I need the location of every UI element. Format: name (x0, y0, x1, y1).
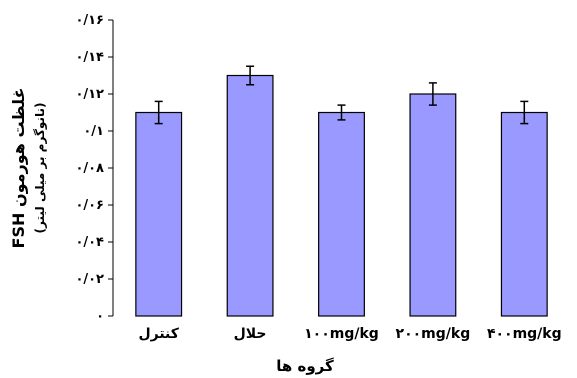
bar (500, 111, 548, 317)
y-tick-label: ۰/۱۴ (75, 50, 104, 65)
y-tick-label: ۰/۱ (83, 124, 104, 139)
x-category-label: ۲۰۰mg/kg (396, 326, 471, 342)
y-ticks-layer: ۰ ۰/۰۲ ۰/۰۴ ۰/۰۶ ۰/۰۸ ۰/۱ ۰/۱۲ ۰/۱۴ ۰/۱۶ (75, 13, 113, 324)
y-tick-label: ۰/۰۶ (75, 198, 104, 213)
x-labels-layer: کنترل حلال ۱۰۰mg/kg ۲۰۰mg/kg ۴۰۰mg/kg (138, 326, 561, 342)
error-bars-layer (154, 65, 529, 125)
x-category-label: کنترل (138, 326, 179, 342)
bar (226, 74, 274, 317)
y-tick-label: ۰/۱۶ (75, 13, 104, 28)
y-axis-subtitle: (نانوگرم بر میلی لیتر) (33, 103, 48, 234)
y-tick-label: ۰/۰۸ (75, 161, 104, 176)
bar (135, 111, 183, 317)
x-category-label: حلال (234, 326, 267, 342)
bar (409, 93, 457, 317)
y-tick-label: ۰/۰۴ (75, 235, 104, 250)
y-tick-label: ۰/۰۲ (75, 272, 104, 287)
x-category-label: ۱۰۰mg/kg (304, 326, 379, 342)
x-axis-title: گروه ها (276, 357, 334, 375)
x-category-label: ۴۰۰mg/kg (487, 326, 562, 342)
y-tick-label: ۰/۱۲ (75, 87, 104, 102)
y-tick-label: ۰ (96, 309, 104, 324)
y-axis-title: غلظت هورمون FSH (9, 88, 28, 249)
bar (318, 111, 365, 317)
